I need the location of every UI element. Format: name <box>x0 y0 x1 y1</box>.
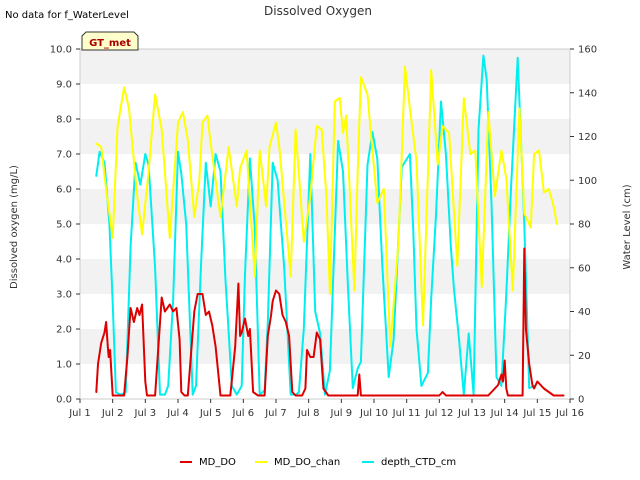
site-badge: GT_met <box>81 31 139 51</box>
x-tick-label: Jul 10 <box>359 408 388 419</box>
plot-background-bands <box>80 49 570 364</box>
x-tick-label: Jul 12 <box>424 408 453 419</box>
x-tick-label: Jul 7 <box>264 408 287 419</box>
x-tick-label: Jul 3 <box>134 408 157 419</box>
y-right-tick-label: 0 <box>578 395 584 406</box>
x-tick-label: Jul 16 <box>555 408 584 419</box>
y-left-tick-label: 7.0 <box>56 150 72 161</box>
site-badge-box <box>81 31 139 51</box>
y-right-tick-label: 120 <box>578 132 597 143</box>
y-left-tick-label: 8.0 <box>56 115 72 126</box>
y-left-tick-label: 6.0 <box>56 185 72 196</box>
y-axis-right: 0 20 40 60 80 100 120 140 160 <box>570 45 597 406</box>
background-band <box>80 259 570 294</box>
legend-label: MD_DO_chan <box>274 457 340 468</box>
chart-title: Dissolved Oxygen <box>264 4 372 18</box>
background-band <box>80 189 570 224</box>
x-tick-label: Jul 2 <box>101 408 124 419</box>
legend: MD_DO MD_DO_chan depth_CTD_cm <box>180 457 456 468</box>
y-right-tick-label: 160 <box>578 45 597 56</box>
series-layer <box>95 54 565 397</box>
x-tick-label: Jul 14 <box>490 408 519 419</box>
y-axis-left-title: Dissolved oxygen (mg/L) <box>9 165 20 289</box>
y-right-tick-label: 100 <box>578 176 597 187</box>
y-left-tick-label: 1.0 <box>56 360 72 371</box>
x-tick-label: Jul 8 <box>297 408 320 419</box>
no-data-note: No data for f_WaterLevel <box>5 10 129 21</box>
y-right-tick-label: 60 <box>578 263 591 274</box>
y-right-tick-label: 80 <box>578 220 591 231</box>
legend-label: MD_DO <box>199 457 236 468</box>
y-right-tick-label: 20 <box>578 351 591 362</box>
series-line-depth-ctd-cm <box>95 54 536 396</box>
x-tick-label: Jul 9 <box>330 408 353 419</box>
y-left-tick-label: 10.0 <box>50 45 72 56</box>
y-axis-left: 0.0 1.0 2.0 3.0 4.0 5.0 6.0 7.0 8.0 9.0 10.0 <box>50 45 80 406</box>
y-left-tick-label: 4.0 <box>56 255 72 266</box>
x-tick-label: Jul 15 <box>522 408 551 419</box>
y-axis-right-title: Water Level (cm) <box>622 184 633 269</box>
y-left-tick-label: 9.0 <box>56 80 72 91</box>
series-line-md-do <box>95 247 565 397</box>
x-tick-label: Jul 5 <box>199 408 222 419</box>
x-tick-label: Jul 4 <box>166 408 189 419</box>
site-badge-label: GT_met <box>89 38 131 49</box>
y-left-tick-label: 5.0 <box>56 220 72 231</box>
x-tick-label: Jul 6 <box>232 408 255 419</box>
x-tick-label: Jul 11 <box>392 408 421 419</box>
x-tick-label: Jul 1 <box>68 408 91 419</box>
y-right-tick-label: 140 <box>578 88 597 99</box>
x-tick-label: Jul 13 <box>457 408 486 419</box>
background-band <box>80 49 570 84</box>
y-left-tick-label: 0.0 <box>56 395 72 406</box>
x-axis: Jul 1 Jul 2 Jul 3 Jul 4 Jul 5 Jul 6 Jul 7 Jul 8… <box>68 399 584 419</box>
y-right-tick-label: 40 <box>578 307 591 318</box>
legend-label: depth_CTD_cm <box>381 457 456 468</box>
y-left-tick-label: 2.0 <box>56 325 72 336</box>
series-line-md-do-chan <box>95 65 558 348</box>
y-left-tick-label: 3.0 <box>56 290 72 301</box>
background-band <box>80 329 570 364</box>
